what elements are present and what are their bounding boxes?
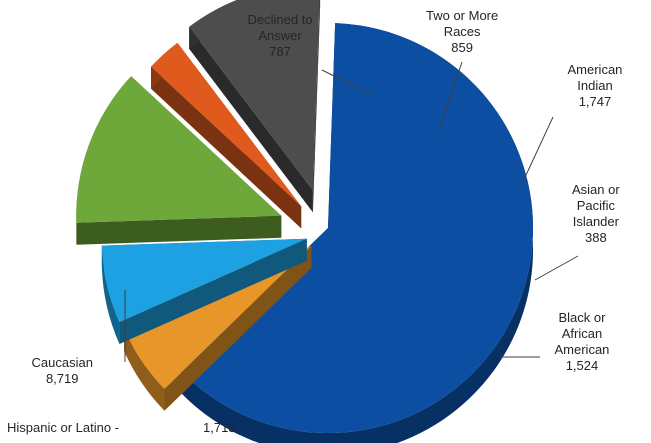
slice-category: Asian or bbox=[572, 182, 620, 197]
pie-slice-4 bbox=[151, 42, 302, 229]
slice-side-start-1 bbox=[164, 245, 312, 411]
slice-label-0: Caucasian 8,719 bbox=[32, 355, 93, 387]
leader-line-4 bbox=[534, 255, 579, 281]
pie-slice-5 bbox=[189, 0, 321, 213]
slice-category: American bbox=[554, 342, 610, 357]
slice-value: 787 bbox=[269, 44, 291, 59]
slice-category: American bbox=[567, 62, 623, 77]
slice-label-2: Two or More Races 859 bbox=[426, 8, 498, 56]
slice-category: Black or bbox=[558, 310, 606, 325]
slice-category: Pacific bbox=[576, 198, 615, 213]
slice-category: African bbox=[561, 326, 603, 341]
slice-top-2 bbox=[101, 238, 307, 323]
slice-category: Two or More bbox=[426, 8, 499, 23]
slice-category: Caucasian bbox=[31, 355, 93, 370]
footnote-label: Hispanic or Latino - bbox=[7, 420, 119, 435]
slice-side-end-5 bbox=[312, 0, 321, 213]
slice-rim-1 bbox=[124, 329, 165, 411]
slice-top-4 bbox=[151, 42, 302, 207]
slice-side-start-3 bbox=[76, 215, 282, 245]
footnote-value: 1,713 bbox=[203, 420, 236, 435]
leader-line-3 bbox=[519, 116, 554, 189]
slice-top-5 bbox=[189, 0, 320, 191]
slice-category: Declined to bbox=[247, 12, 313, 27]
slice-rim-0 bbox=[180, 23, 533, 443]
slice-category: Indian bbox=[577, 78, 613, 93]
slice-side-start-4 bbox=[151, 66, 302, 229]
footnote: Hispanic or Latino - 1,713 bbox=[7, 420, 236, 435]
slice-value: 1,747 bbox=[578, 94, 612, 109]
slice-label-4: Asian or Pacific Islander 388 bbox=[572, 182, 620, 246]
slice-rim-2 bbox=[101, 245, 120, 345]
slice-category: Races bbox=[443, 24, 481, 39]
slice-value: 1,524 bbox=[565, 358, 599, 373]
leader-line-2 bbox=[439, 61, 463, 129]
leader-line-1 bbox=[321, 69, 373, 96]
pie-slice-3 bbox=[76, 76, 282, 245]
slice-side-start-2 bbox=[119, 238, 307, 345]
slice-value: 859 bbox=[451, 40, 473, 55]
slice-value: 8,719 bbox=[45, 371, 79, 386]
slice-value: 388 bbox=[585, 230, 607, 245]
slice-category: Answer bbox=[258, 28, 302, 43]
slice-label-3: American Indian 1,747 bbox=[568, 62, 623, 110]
slice-label-1: Declined to Answer 787 bbox=[248, 12, 313, 60]
slice-top-1 bbox=[124, 245, 312, 389]
slice-top-0 bbox=[180, 23, 534, 434]
slice-label-5: Black or African American 1,524 bbox=[555, 310, 610, 374]
slice-top-3 bbox=[76, 76, 282, 223]
slice-side-start-5 bbox=[189, 26, 313, 213]
pie-slice-2 bbox=[101, 238, 307, 345]
slice-category: Islander bbox=[572, 214, 619, 229]
